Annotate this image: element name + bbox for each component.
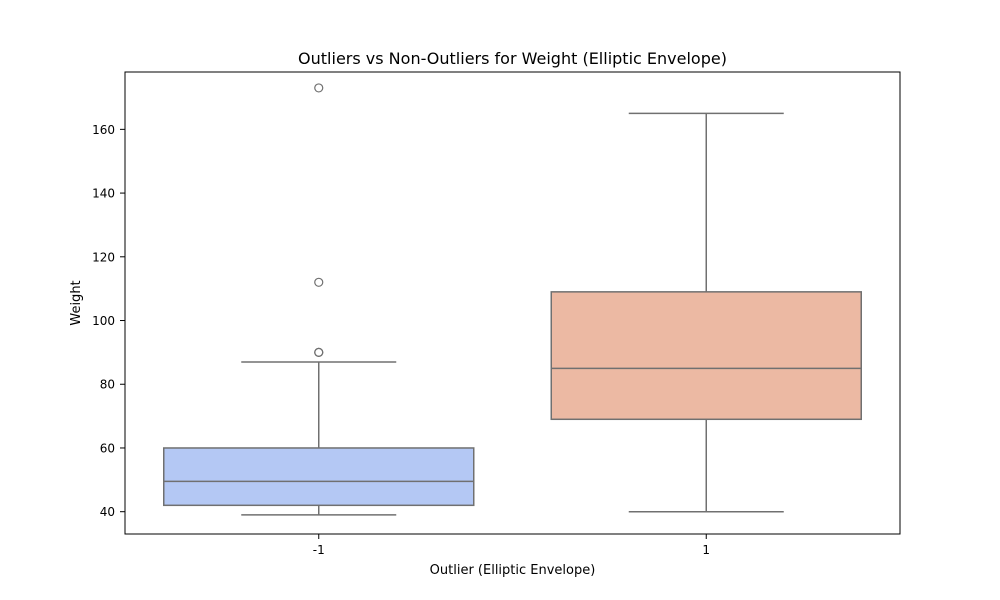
y-tick-label: 100 [92,314,115,328]
box-group-1 [550,112,862,513]
y-axis-label: Weight [69,280,84,325]
x-tick-label: -1 [313,543,325,557]
outlier-point [314,277,324,287]
y-tick-label: 160 [92,123,115,137]
y-tick-label: 140 [92,187,115,201]
y-tick-label: 120 [92,250,115,264]
outlier-point [314,83,324,93]
box-iqr [163,447,475,507]
y-tick-label: 60 [100,441,115,455]
plot-frame [124,71,901,535]
y-tick-label: 40 [100,505,115,519]
x-tick-label: 1 [702,543,710,557]
plot-area [163,83,862,516]
box-iqr [550,291,862,421]
y-tick-label: 80 [100,378,115,392]
chart-title: Outliers vs Non-Outliers for Weight (Ell… [298,49,727,68]
x-axis-label: Outlier (Elliptic Envelope) [430,563,596,578]
outlier-point [314,347,324,357]
axes: 40 60 80 100 120 140 160 -1 1 [92,123,710,557]
box-group--1 [163,83,475,516]
